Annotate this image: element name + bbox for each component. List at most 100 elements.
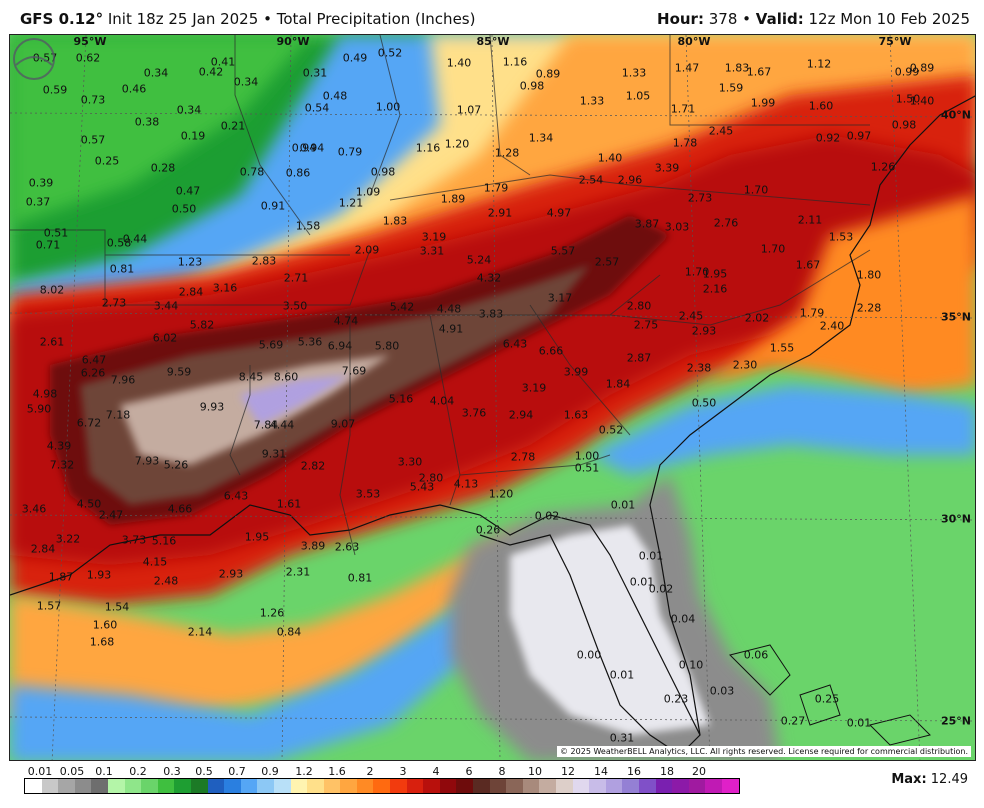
precip-value: 0.62 (75, 51, 101, 65)
precip-value: 0.57 (80, 133, 106, 147)
precip-value: 1.33 (579, 94, 605, 108)
precip-value: 1.09 (355, 185, 381, 199)
precip-value: 2.84 (178, 285, 204, 299)
precip-value: 5.43 (409, 480, 435, 494)
longitude-label: 75°W (878, 35, 912, 48)
precip-value: 1.00 (574, 449, 600, 463)
legend-swatch (157, 779, 175, 793)
precip-value: 0.97 (846, 129, 872, 143)
precip-value: 2.93 (218, 567, 244, 581)
valid-time-title: Hour: 378 • Valid: 12z Mon 10 Feb 2025 (657, 10, 970, 28)
precip-value: 1.40 (909, 94, 935, 108)
precip-value: 1.99 (750, 96, 776, 110)
precip-value: 0.57 (32, 51, 58, 65)
precip-value: 0.81 (347, 571, 373, 585)
legend-tick: 12 (561, 765, 575, 778)
color-legend (24, 778, 740, 794)
precip-value: 7.93 (134, 454, 160, 468)
precip-value: 5.16 (151, 534, 177, 548)
precip-value: 2.48 (153, 574, 179, 588)
precip-value: 6.02 (152, 331, 178, 345)
precip-value: 0.27 (780, 714, 806, 728)
precip-value: 1.12 (806, 57, 832, 71)
legend-swatch (489, 779, 507, 793)
precip-value: 1.83 (382, 214, 408, 228)
precip-value: 1.00 (375, 100, 401, 114)
legend-swatch (273, 779, 291, 793)
precip-value: 2.09 (354, 243, 380, 257)
precip-value: 0.28 (150, 161, 176, 175)
precip-value: 1.28 (494, 146, 520, 160)
legend-swatch (473, 779, 490, 793)
precip-value: 0.52 (598, 423, 624, 437)
precip-value: 2.75 (633, 318, 659, 332)
precip-value: 2.28 (856, 301, 882, 315)
precip-value: 3.46 (21, 502, 47, 516)
precip-value: 1.33 (621, 66, 647, 80)
precip-value: 1.26 (870, 160, 896, 174)
precip-value: 0.26 (475, 523, 501, 537)
precip-value: 4.04 (429, 394, 455, 408)
legend-tick: 16 (627, 765, 641, 778)
precip-value: 0.81 (109, 262, 135, 276)
legend-swatch (224, 779, 241, 793)
max-number: 12.49 (930, 772, 968, 787)
precip-value: 1.68 (89, 635, 115, 649)
precip-value: 2.14 (187, 625, 213, 639)
precip-value: 3.89 (300, 539, 326, 553)
precip-value: 0.02 (534, 509, 560, 523)
precip-value: 8.45 (238, 370, 264, 384)
gulf-coastline (10, 504, 701, 756)
precip-value: 0.86 (285, 166, 311, 180)
precip-value: 3.31 (419, 244, 445, 258)
precip-value: 1.26 (259, 606, 285, 620)
precip-value: 0.01 (638, 549, 664, 563)
precip-value: 0.25 (814, 692, 840, 706)
precip-value: 2.71 (283, 271, 309, 285)
precip-value: 1.47 (674, 61, 700, 75)
precip-value: 1.07 (456, 103, 482, 117)
precip-value: 1.55 (769, 341, 795, 355)
legend-tick: 3 (399, 765, 407, 778)
precip-value: 2.38 (686, 361, 712, 375)
init-time: Init 18z 25 Jan 2025 (107, 10, 259, 28)
latitude-label: 30°N (940, 512, 971, 526)
precip-value: 5.42 (389, 300, 415, 314)
graticule (10, 35, 975, 760)
precip-value: 7.32 (49, 458, 75, 472)
legend-swatch (190, 779, 208, 793)
precip-value: 0.44 (122, 232, 148, 246)
legend-tick: 0.7 (228, 765, 246, 778)
precip-value: 6.43 (502, 337, 528, 351)
precip-value: 1.83 (724, 61, 750, 75)
state-borders (10, 35, 871, 556)
precip-value: 1.50 (895, 92, 921, 106)
legend-tick: 20 (692, 765, 706, 778)
precip-value: 0.01 (846, 716, 872, 730)
longitude-label: 85°W (476, 35, 510, 48)
precip-value: 2.11 (797, 213, 823, 227)
precip-value: 2.87 (626, 351, 652, 365)
precip-value: 5.69 (258, 338, 284, 352)
legend-swatch (290, 779, 308, 793)
precip-value: 3.50 (282, 299, 308, 313)
separator: • (742, 10, 752, 28)
precip-value: 2.45 (708, 124, 734, 138)
precip-value: 0.23 (663, 692, 689, 706)
precip-value: 1.63 (563, 408, 589, 422)
precip-value: 0.50 (171, 202, 197, 216)
precip-value: 5.36 (297, 335, 323, 349)
longitude-label: 80°W (677, 35, 711, 48)
legend-swatch (688, 779, 706, 793)
precipitation-field (10, 35, 975, 760)
latitude-label: 25°N (940, 714, 971, 728)
hour-label: Hour: (657, 10, 704, 28)
precip-value: 3.17 (547, 291, 573, 305)
precip-value: 2.63 (334, 540, 360, 554)
precip-value: 2.96 (617, 173, 643, 187)
precip-value: 3.16 (212, 281, 238, 295)
legend-swatch (456, 779, 474, 793)
precip-value: 2.91 (487, 206, 513, 220)
precip-value: 0.48 (322, 89, 348, 103)
precip-value: 5.80 (374, 339, 400, 353)
